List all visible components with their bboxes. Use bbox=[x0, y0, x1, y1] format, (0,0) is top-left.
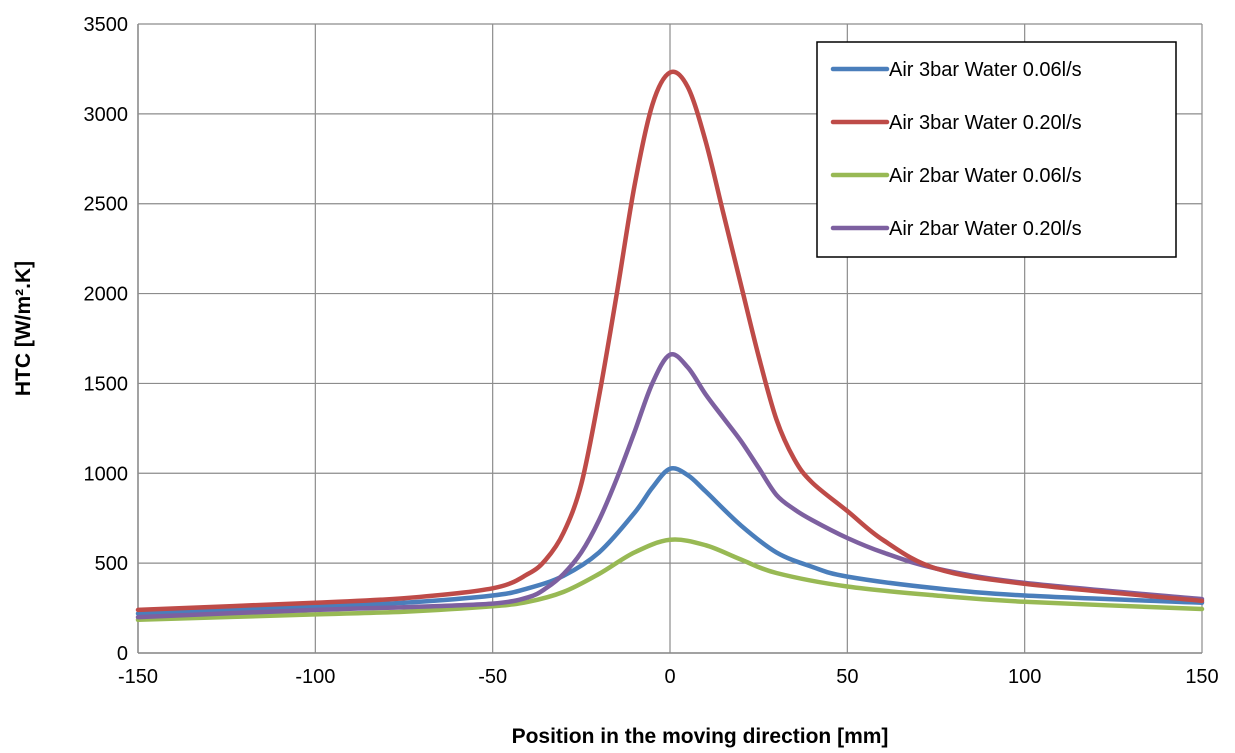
legend-label: Air 2bar Water 0.20l/s bbox=[889, 218, 1082, 240]
x-tick-label: -150 bbox=[118, 666, 158, 688]
y-tick-label: 3000 bbox=[84, 104, 129, 126]
x-tick-label: 50 bbox=[836, 666, 858, 688]
axes bbox=[137, 24, 1202, 654]
x-tick-label: 0 bbox=[664, 666, 675, 688]
legend: Air 3bar Water 0.06l/s Air 3bar Water 0.2… bbox=[816, 41, 1177, 258]
y-tick-label: 1500 bbox=[84, 373, 129, 395]
y-tick-label: 1000 bbox=[84, 463, 129, 485]
series-line-2 bbox=[135, 69, 1205, 613]
y-tick-labels: 0 500 1000 1500 2000 2500 3000 3500 bbox=[84, 14, 129, 665]
y-axis-title: HTC [W/m².K] bbox=[12, 261, 35, 396]
x-tick-label: 150 bbox=[1185, 666, 1218, 688]
series-line-1 bbox=[135, 466, 1205, 616]
legend-box bbox=[816, 41, 1177, 258]
x-tick-label: -100 bbox=[295, 666, 335, 688]
x-tick-label: 100 bbox=[1008, 666, 1041, 688]
x-tick-labels: -150 -100 -50 0 50 100 150 bbox=[118, 666, 1219, 688]
y-tick-label: 2500 bbox=[84, 194, 129, 216]
series-line-4 bbox=[135, 351, 1205, 620]
legend-label: Air 2bar Water 0.06l/s bbox=[889, 165, 1082, 187]
y-tick-label: 3500 bbox=[84, 14, 129, 36]
y-tick-label: 0 bbox=[117, 643, 128, 665]
series-line-3 bbox=[135, 537, 1205, 623]
x-tick-label: -50 bbox=[478, 666, 507, 688]
legend-items: Air 3bar Water 0.06l/s Air 3bar Water 0.2… bbox=[830, 59, 1082, 240]
y-tick-label: 2000 bbox=[84, 284, 129, 306]
series-layer bbox=[135, 69, 1205, 623]
x-axis-title: Position in the moving direction [mm] bbox=[512, 725, 889, 748]
legend-label: Air 3bar Water 0.20l/s bbox=[889, 112, 1082, 134]
y-tick-label: 500 bbox=[95, 553, 128, 575]
legend-label: Air 3bar Water 0.06l/s bbox=[889, 59, 1082, 81]
